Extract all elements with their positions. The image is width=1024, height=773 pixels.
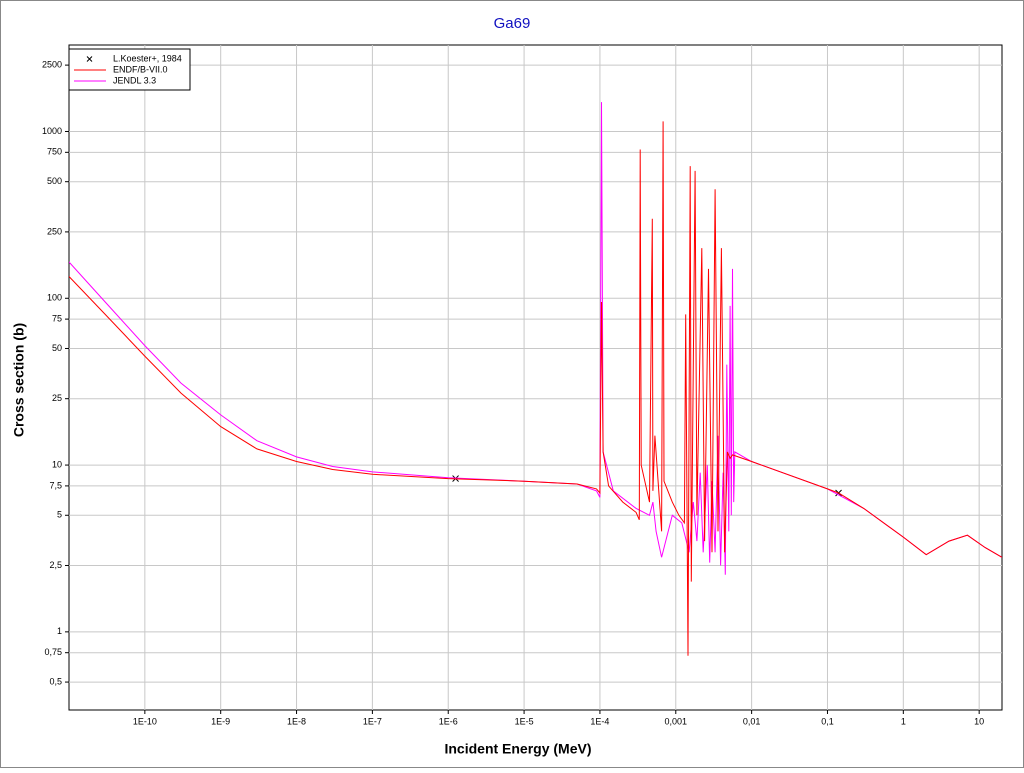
x-tick-label: 1 — [901, 716, 906, 726]
x-tick-label: 1E-8 — [287, 716, 306, 726]
y-tick-label: 10 — [52, 459, 62, 469]
chart-title: Ga69 — [494, 15, 531, 32]
y-tick-label: 250 — [47, 226, 62, 236]
x-tick-label: 10 — [974, 716, 984, 726]
y-tick-label: 75 — [52, 313, 62, 323]
x-tick-label: 1E-5 — [515, 716, 534, 726]
x-tick-label: 1E-6 — [439, 716, 458, 726]
y-tick-label: 7,5 — [49, 480, 62, 490]
plot-area — [68, 44, 1003, 711]
y-tick-label: 25 — [52, 393, 62, 403]
y-axis-label: Cross section (b) — [11, 323, 27, 437]
y-tick-label: 100 — [47, 293, 62, 303]
legend-label: ENDF/B-VII.0 — [113, 64, 168, 74]
legend-label: JENDL 3.3 — [113, 75, 156, 85]
y-tick-label: 1 — [57, 626, 62, 636]
legend-marker — [86, 56, 93, 62]
legend-label: L.Koester+, 1984 — [113, 53, 182, 63]
grid: 1E-10 1E-9 1E-8 1E-7 1E-6 1E-5 1E-4 0,001 0,01 0,… — [42, 45, 1002, 726]
x-tick-label: 1E-10 — [133, 716, 157, 726]
x-tick-label: 1E-4 — [590, 716, 609, 726]
series-line — [69, 102, 1002, 575]
y-tick-label: 1000 — [42, 126, 62, 136]
series-line — [69, 121, 1002, 656]
y-tick-label: 0,75 — [44, 647, 62, 657]
x-tick-label: 1E-7 — [363, 716, 382, 726]
y-tick-label: 750 — [47, 147, 62, 157]
y-tick-label: 50 — [52, 343, 62, 353]
y-tick-label: 5 — [57, 510, 62, 520]
y-tick-label: 500 — [47, 176, 62, 186]
x-tick-label: 0,1 — [821, 716, 834, 726]
x-axis-label: Incident Energy (MeV) — [444, 741, 591, 757]
x-tick-label: 0,001 — [665, 716, 688, 726]
y-tick-label: 0,5 — [49, 676, 62, 686]
x-tick-label: 0,01 — [743, 716, 761, 726]
x-tick-label: 1E-9 — [211, 716, 230, 726]
plot — [69, 102, 1002, 656]
y-tick-label: 2,5 — [49, 560, 62, 570]
y-tick-label: 2500 — [42, 59, 62, 69]
